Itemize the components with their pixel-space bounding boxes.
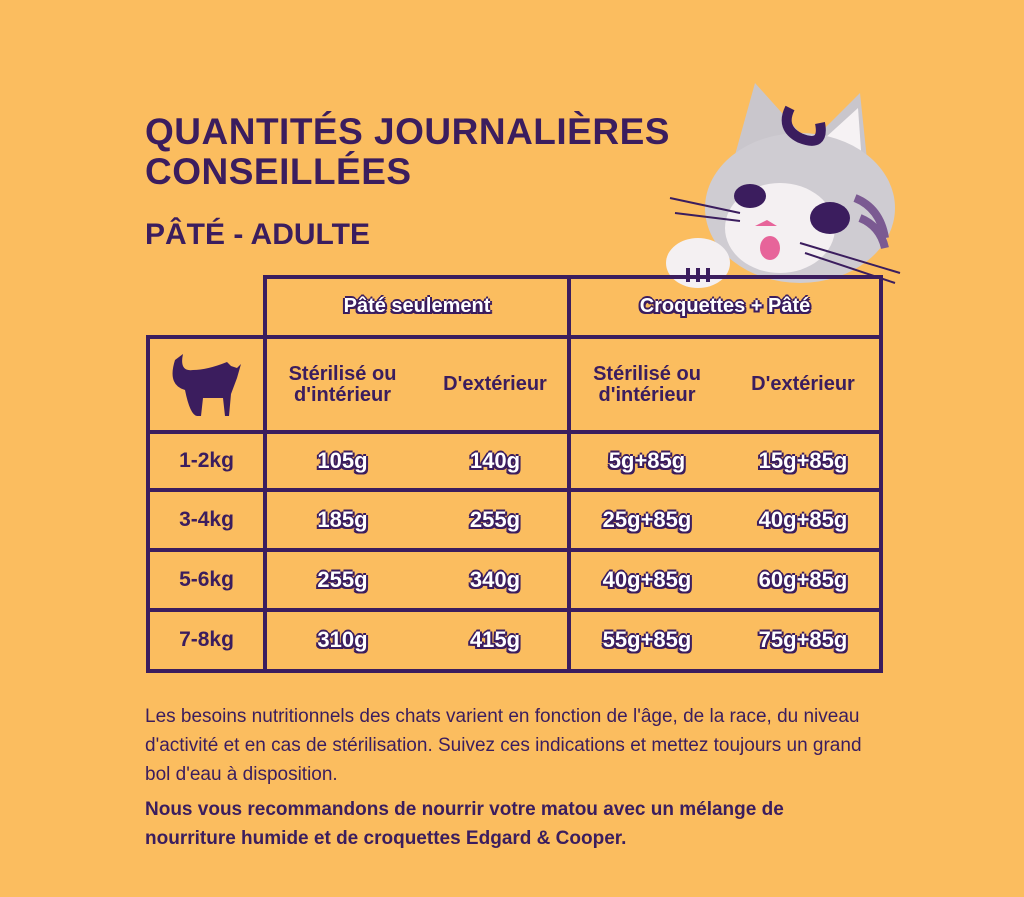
column-header: D'extérieur xyxy=(443,373,547,395)
table-value: 140g xyxy=(469,448,521,473)
table-value: 105g xyxy=(317,448,368,473)
table-value: 310g xyxy=(317,627,368,652)
group-header: Pâté seulement xyxy=(343,294,491,317)
title: QUANTITÉS JOURNALIÈRES CONSEILLÉES xyxy=(145,111,670,192)
weight-label: 3-4kg xyxy=(179,508,234,531)
table-box xyxy=(146,335,883,673)
row-divider xyxy=(146,608,883,612)
weight-label: 5-6kg xyxy=(179,568,234,591)
weight-label: 1-2kg xyxy=(179,449,234,472)
table-value: 40g+85g xyxy=(758,507,848,532)
table-value: 5g+85g xyxy=(608,448,686,473)
table-value: 15g+85g xyxy=(758,448,848,473)
weight-label: 7-8kg xyxy=(179,628,234,651)
note: Les besoins nutritionnels des chats vari… xyxy=(145,706,862,785)
cat-icon xyxy=(172,354,241,416)
table-value: 255g xyxy=(317,567,368,592)
row-divider xyxy=(146,488,883,492)
table-value: 55g+85g xyxy=(602,627,692,652)
column-header: Stérilisé ou d'intérieur xyxy=(288,362,397,406)
column-header: D'extérieur xyxy=(751,373,855,395)
cat-illustration xyxy=(666,83,901,288)
note: Nous vous recommandons de nourrir votre … xyxy=(145,799,784,849)
table-value: 40g+85g xyxy=(602,567,692,592)
subtitle: PÂTÉ - ADULTE xyxy=(145,218,370,251)
table-value: 255g xyxy=(469,507,521,532)
table-value: 60g+85g xyxy=(758,567,848,592)
column-divider xyxy=(263,335,571,673)
column-header: Stérilisé ou d'intérieur xyxy=(593,362,701,406)
table-value: 75g+85g xyxy=(758,627,848,652)
row-divider xyxy=(146,430,883,434)
table-value: 185g xyxy=(317,507,368,532)
table-value: 415g xyxy=(469,627,521,652)
table-value: 25g+85g xyxy=(602,507,692,532)
table-value: 340g xyxy=(469,567,521,592)
group-header: Croquettes + Pâté xyxy=(639,294,811,317)
row-divider xyxy=(146,548,883,552)
